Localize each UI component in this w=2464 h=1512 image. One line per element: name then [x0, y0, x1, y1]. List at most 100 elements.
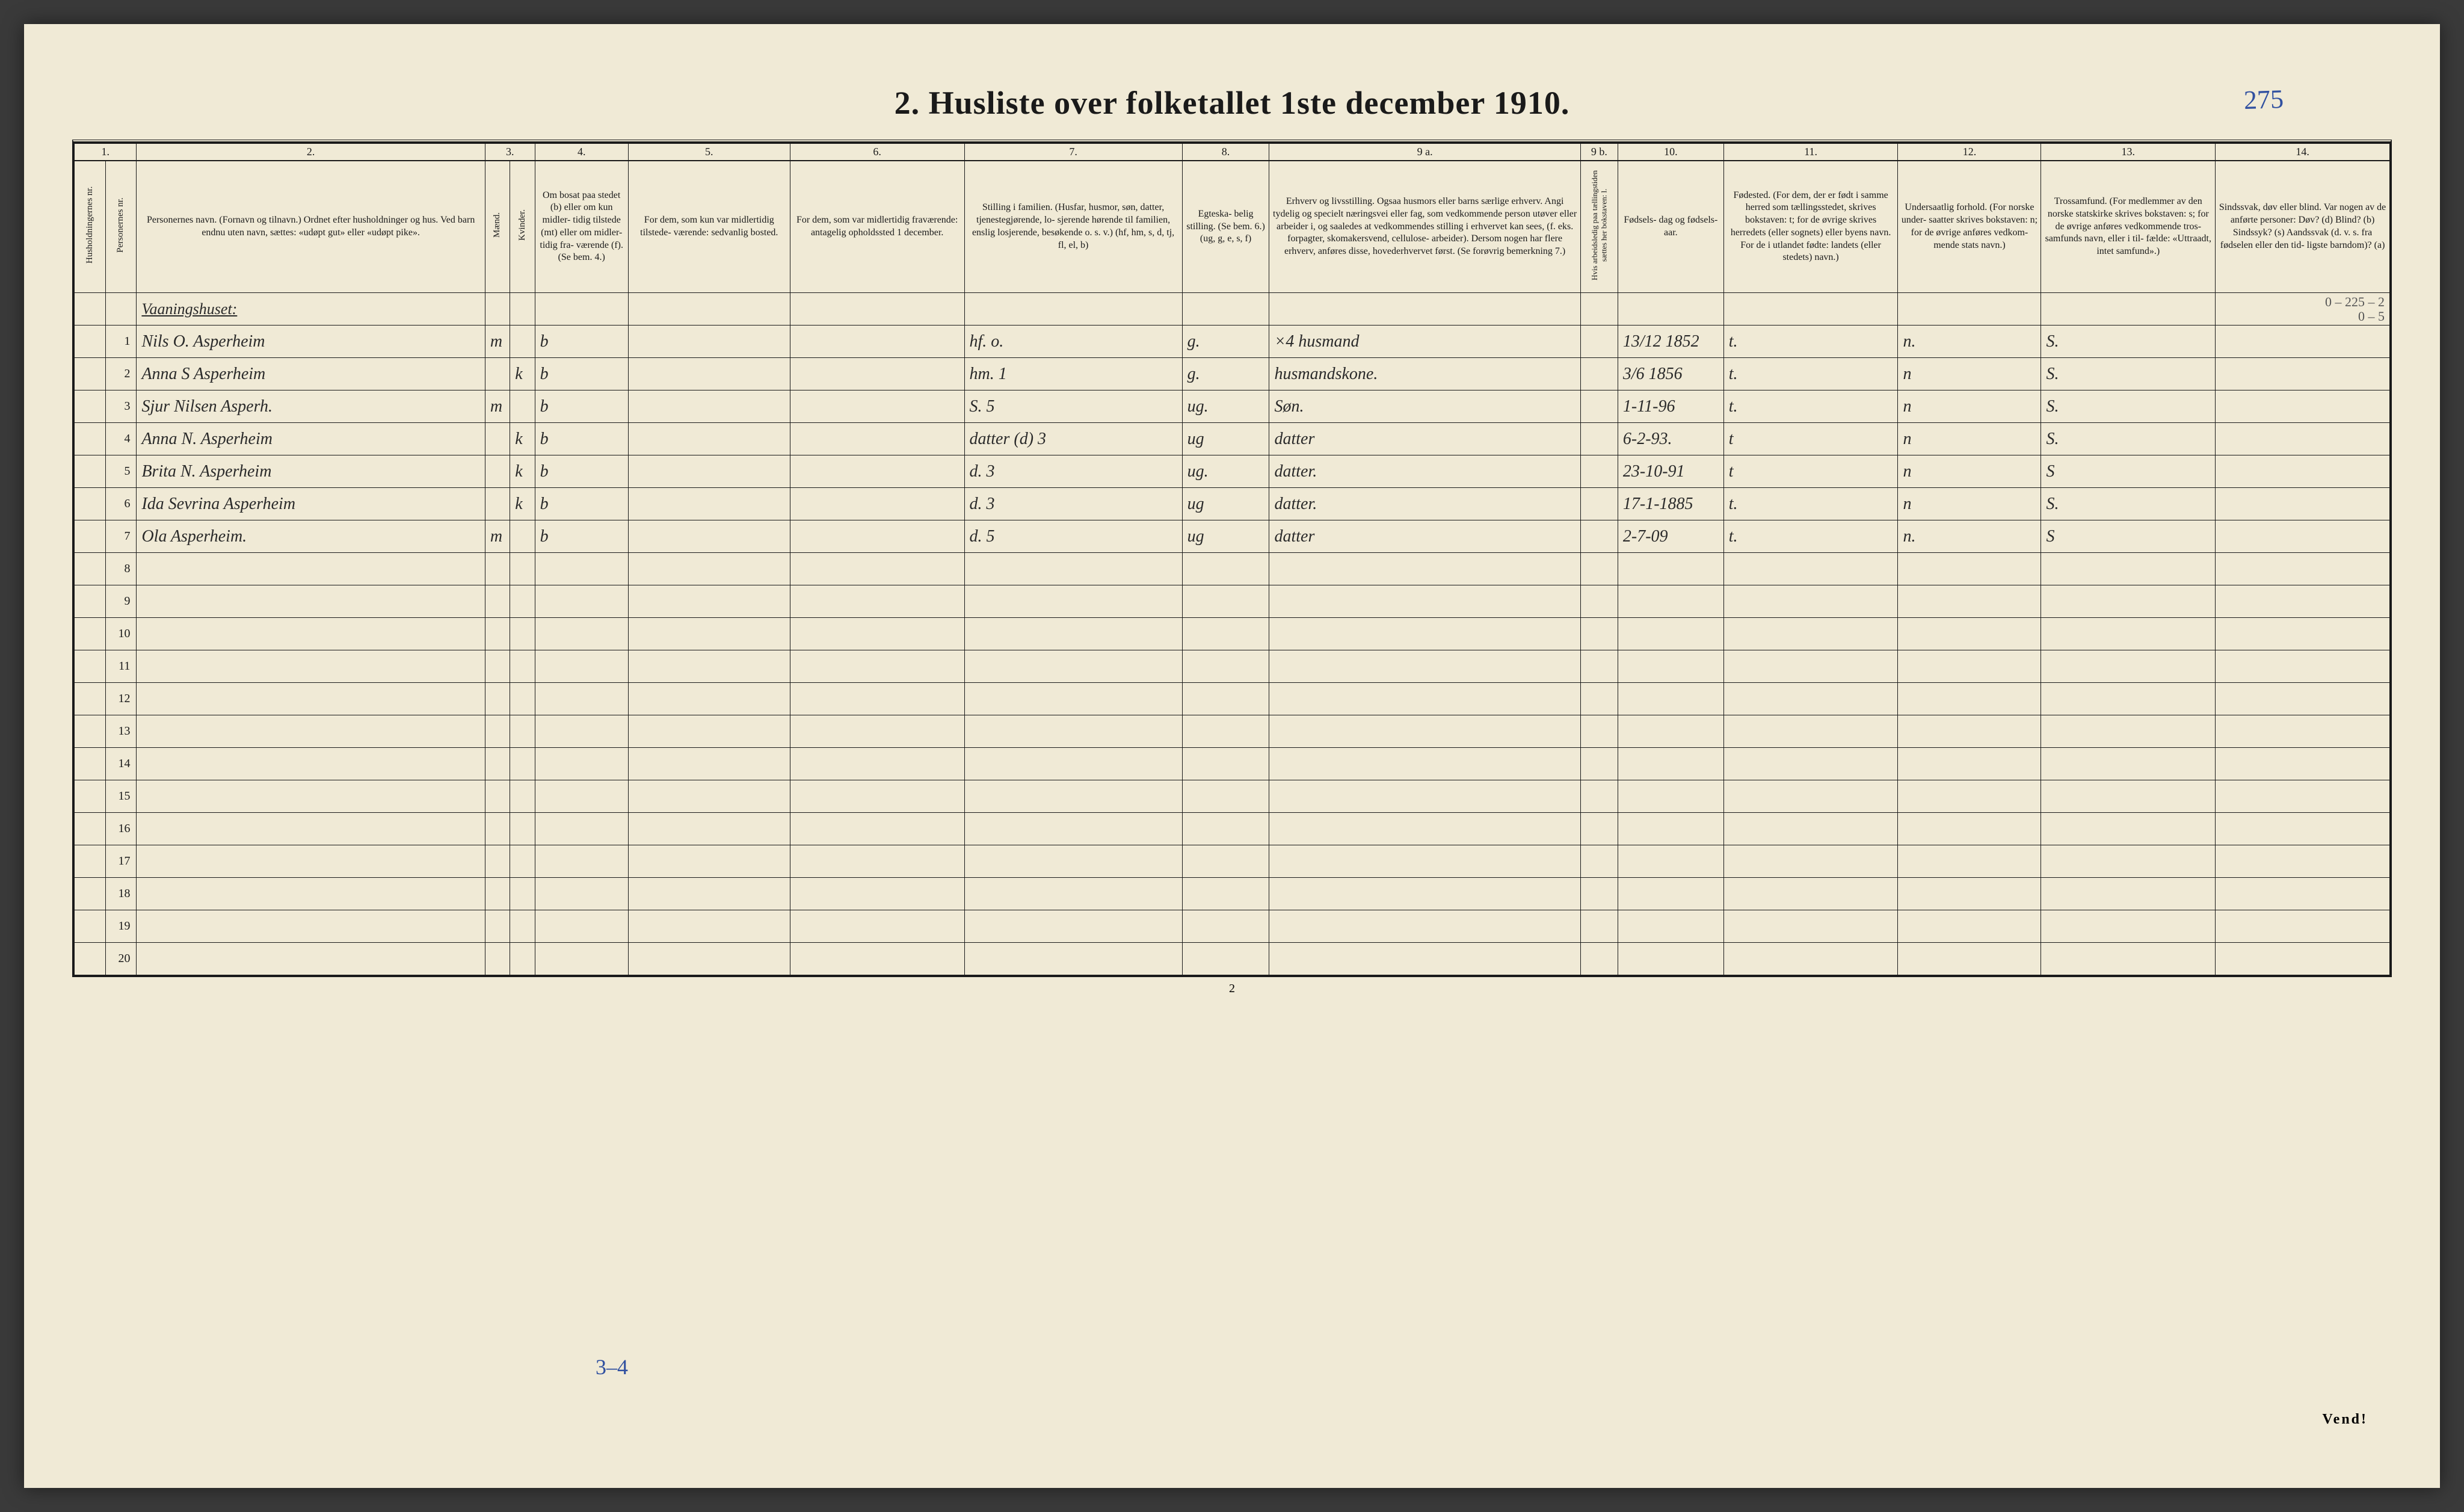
table-body: Vaaningshuset: 0 – 225 – 2 0 – 5 1 Nils …: [75, 293, 2390, 975]
cell-religion: S.: [2041, 326, 2216, 358]
cell-occupation: datter: [1269, 423, 1580, 455]
cell-sex-m: m: [485, 520, 510, 553]
row-number: 16: [105, 813, 137, 845]
table-row: 6 Ida Sevrina Asperheim k b d. 3 ug datt…: [75, 488, 2390, 520]
cell-birthdate: 3/6 1856: [1618, 358, 1723, 390]
column-number-row: 1. 2. 3. 4. 5. 6. 7. 8. 9 a. 9 b. 10. 11…: [75, 143, 2390, 161]
cell-occupation: ×4 husmand: [1269, 326, 1580, 358]
cell-nationality: n: [1898, 358, 2041, 390]
cell-occupation: husmandskone.: [1269, 358, 1580, 390]
header-row: Husholdningernes nr. Personernes nr. Per…: [75, 161, 2390, 293]
cell-disability: [2216, 455, 2390, 488]
cell-nationality: n.: [1898, 326, 2041, 358]
table-row-empty: 12: [75, 683, 2390, 715]
cell-name: Brita N. Asperheim: [137, 455, 485, 488]
footer-handwritten: 3–4: [596, 1354, 628, 1380]
cell-name: Anna S Asperheim: [137, 358, 485, 390]
cell-disability: [2216, 326, 2390, 358]
table-row-empty: 19: [75, 910, 2390, 943]
header-birthdate: Fødsels- dag og fødsels- aar.: [1618, 161, 1723, 293]
table-row-empty: 14: [75, 748, 2390, 780]
header-sex-m: Mænd.: [485, 161, 510, 293]
row-number: 7: [105, 520, 137, 553]
cell-birthplace: t: [1723, 423, 1898, 455]
cell-disability: [2216, 390, 2390, 423]
cell-nationality: n: [1898, 390, 2041, 423]
cell-sex-k: k: [510, 358, 535, 390]
cell-nationality: n: [1898, 488, 2041, 520]
header-religion: Trossamfund. (For medlemmer av den norsk…: [2041, 161, 2216, 293]
cell-nationality: n: [1898, 423, 2041, 455]
colnum-2: 2.: [137, 143, 485, 161]
table-row-empty: 11: [75, 650, 2390, 683]
cell-religion: S.: [2041, 390, 2216, 423]
header-marital: Egteska- belig stilling. (Se bem. 6.) (u…: [1182, 161, 1269, 293]
section-label-row: Vaaningshuset: 0 – 225 – 2 0 – 5: [75, 293, 2390, 326]
row-number: 4: [105, 423, 137, 455]
header-occupation: Erhverv og livsstilling. Ogsaa husmors e…: [1269, 161, 1580, 293]
row-number: 18: [105, 878, 137, 910]
cell-resident: b: [535, 390, 628, 423]
header-household-no: Husholdningernes nr.: [75, 161, 106, 293]
cell-family-position: S. 5: [964, 390, 1182, 423]
cell-religion: S.: [2041, 423, 2216, 455]
cell-birthdate: 17-1-1885: [1618, 488, 1723, 520]
table-row-empty: 8: [75, 553, 2390, 585]
cell-birthdate: 2-7-09: [1618, 520, 1723, 553]
cell-birthdate: 1-11-96: [1618, 390, 1723, 423]
cell-resident: b: [535, 520, 628, 553]
table-row-empty: 17: [75, 845, 2390, 878]
row-number: 1: [105, 326, 137, 358]
row-number: 8: [105, 553, 137, 585]
cell-birthplace: t.: [1723, 520, 1898, 553]
cell-sex-k: k: [510, 455, 535, 488]
cell-resident: b: [535, 423, 628, 455]
cell-disability: [2216, 520, 2390, 553]
cell-family-position: hm. 1: [964, 358, 1182, 390]
cell-religion: S: [2041, 520, 2216, 553]
cell-marital: ug.: [1182, 455, 1269, 488]
cell-marital: ug.: [1182, 390, 1269, 423]
cell-occupation: datter.: [1269, 455, 1580, 488]
cell-occupation: datter: [1269, 520, 1580, 553]
cell-resident: b: [535, 358, 628, 390]
row-number: 2: [105, 358, 137, 390]
cell-occupation: Søn.: [1269, 390, 1580, 423]
row-number: 15: [105, 780, 137, 813]
row-number: 19: [105, 910, 137, 943]
cell-birthplace: t.: [1723, 358, 1898, 390]
header-sex-k: Kvinder.: [510, 161, 535, 293]
colnum-14: 14.: [2216, 143, 2390, 161]
header-unemployed: Hvis arbeidsledig paa tællingstiden sætt…: [1580, 161, 1618, 293]
cell-marital: g.: [1182, 326, 1269, 358]
cell-birthplace: t.: [1723, 488, 1898, 520]
row-number: 17: [105, 845, 137, 878]
footer-page-number: 2: [72, 982, 2392, 996]
cell-birthdate: 23-10-91: [1618, 455, 1723, 488]
cell-birthdate: 6-2-93.: [1618, 423, 1723, 455]
cell-religion: S.: [2041, 488, 2216, 520]
cell-sex-k: [510, 520, 535, 553]
table-row: 5 Brita N. Asperheim k b d. 3 ug. datter…: [75, 455, 2390, 488]
colnum-6: 6.: [790, 143, 964, 161]
corner-code: 0 – 225 – 2 0 – 5: [2216, 293, 2390, 326]
cell-family-position: d. 3: [964, 455, 1182, 488]
cell-sex-k: k: [510, 488, 535, 520]
colnum-5: 5.: [628, 143, 790, 161]
colnum-12: 12.: [1898, 143, 2041, 161]
cell-resident: b: [535, 488, 628, 520]
table-row-empty: 9: [75, 585, 2390, 618]
cell-disability: [2216, 423, 2390, 455]
cell-nationality: n.: [1898, 520, 2041, 553]
row-number: 3: [105, 390, 137, 423]
census-table-wrap: 1. 2. 3. 4. 5. 6. 7. 8. 9 a. 9 b. 10. 11…: [72, 140, 2392, 977]
cell-religion: S: [2041, 455, 2216, 488]
section-label: Vaaningshuset:: [137, 293, 485, 326]
cell-sex-m: [485, 423, 510, 455]
cell-name: Nils O. Asperheim: [137, 326, 485, 358]
cell-family-position: hf. o.: [964, 326, 1182, 358]
table-row: 1 Nils O. Asperheim m b hf. o. g. ×4 hus…: [75, 326, 2390, 358]
colnum-1: 1.: [75, 143, 137, 161]
cell-sex-k: [510, 390, 535, 423]
table-row: 4 Anna N. Asperheim k b datter (d) 3 ug …: [75, 423, 2390, 455]
